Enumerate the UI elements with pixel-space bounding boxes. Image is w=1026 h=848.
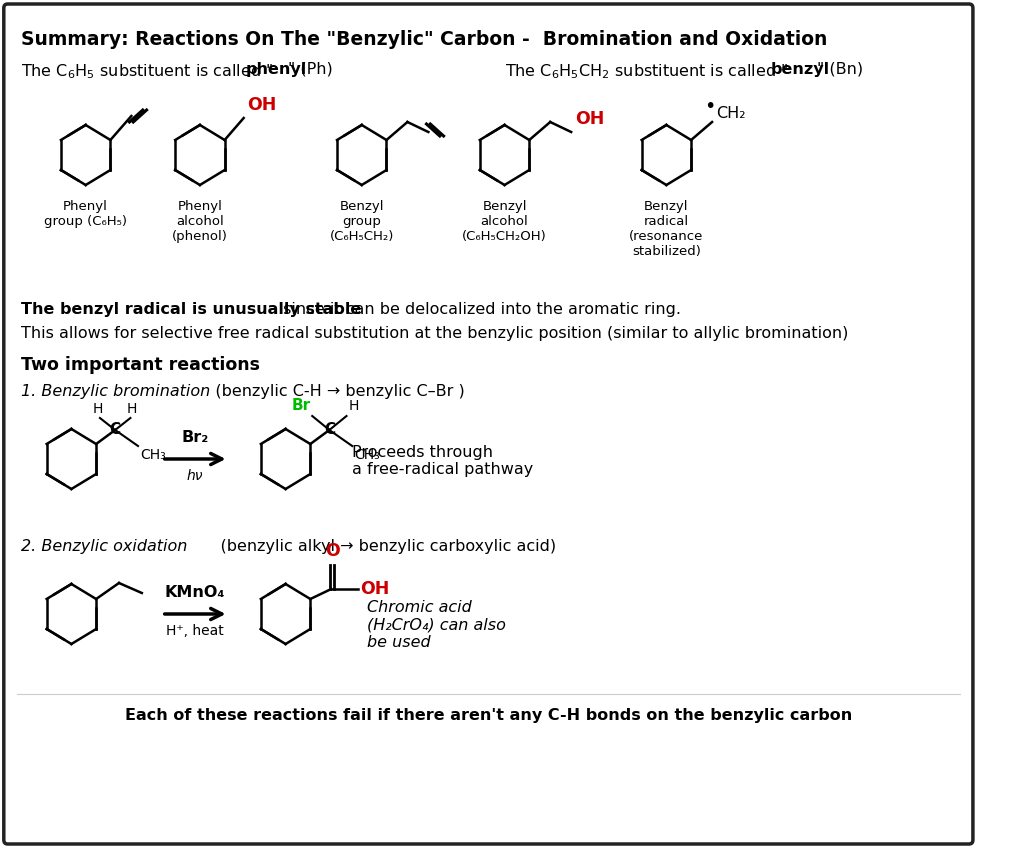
Text: KMnO₄: KMnO₄	[165, 585, 226, 600]
Text: (benzylic alkyl → benzylic carboxylic acid): (benzylic alkyl → benzylic carboxylic ac…	[200, 539, 556, 554]
Text: " (Ph): " (Ph)	[288, 62, 333, 77]
Text: " (Bn): " (Bn)	[817, 62, 863, 77]
Text: Benzyl
alcohol
(C₆H₅CH₂OH): Benzyl alcohol (C₆H₅CH₂OH)	[462, 200, 547, 243]
Text: (benzylic C-H → benzylic C–Br ): (benzylic C-H → benzylic C–Br )	[200, 384, 465, 399]
Text: Summary: Reactions On The "Benzylic" Carbon -  Bromination and Oxidation: Summary: Reactions On The "Benzylic" Car…	[21, 30, 827, 49]
Text: CH₂: CH₂	[716, 107, 745, 121]
Text: CH₃: CH₃	[140, 448, 165, 462]
Text: Benzyl
radical
(resonance
stabilized): Benzyl radical (resonance stabilized)	[629, 200, 704, 258]
Text: Phenyl
alcohol
(phenol): Phenyl alcohol (phenol)	[172, 200, 228, 243]
Text: The C$_6$H$_5$CH$_2$ substituent is called ": The C$_6$H$_5$CH$_2$ substituent is call…	[505, 62, 788, 81]
Text: hν: hν	[187, 469, 203, 483]
FancyBboxPatch shape	[4, 4, 973, 844]
Text: The benzyl radical is unusually stable: The benzyl radical is unusually stable	[21, 302, 361, 317]
Text: Two important reactions: Two important reactions	[21, 356, 260, 374]
Text: since it can be delocalized into the aromatic ring.: since it can be delocalized into the aro…	[278, 302, 681, 317]
Text: Chromic acid
(H₂CrO₄) can also
be used: Chromic acid (H₂CrO₄) can also be used	[366, 600, 506, 650]
Text: Benzyl
group
(C₆H₅CH₂): Benzyl group (C₆H₅CH₂)	[329, 200, 394, 243]
Text: Br: Br	[291, 398, 310, 413]
Text: C: C	[110, 422, 121, 438]
Text: OH: OH	[575, 110, 604, 128]
Text: OH: OH	[360, 580, 389, 598]
Text: benzyl: benzyl	[772, 62, 830, 77]
Text: •: •	[705, 97, 716, 115]
Text: Proceeds through
a free-radical pathway: Proceeds through a free-radical pathway	[352, 445, 534, 477]
Text: 2. Benzylic oxidation: 2. Benzylic oxidation	[21, 539, 188, 554]
Text: H: H	[349, 399, 359, 413]
Text: Br₂: Br₂	[182, 430, 208, 445]
Text: H: H	[127, 402, 137, 416]
Text: H: H	[92, 402, 104, 416]
Text: This allows for selective free radical substitution at the benzylic position (si: This allows for selective free radical s…	[21, 326, 849, 341]
Text: C: C	[324, 422, 334, 438]
Text: OH: OH	[247, 96, 277, 114]
Text: 1. Benzylic bromination: 1. Benzylic bromination	[21, 384, 210, 399]
Text: H⁺, heat: H⁺, heat	[166, 624, 224, 638]
Text: CH₃: CH₃	[354, 448, 380, 462]
Text: The C$_6$H$_5$ substituent is called ": The C$_6$H$_5$ substituent is called "	[21, 62, 273, 81]
Text: Each of these reactions fail if there aren't any C-H bonds on the benzylic carbo: Each of these reactions fail if there ar…	[125, 708, 852, 723]
Text: Phenyl
group (C₆H₅): Phenyl group (C₆H₅)	[44, 200, 127, 228]
Text: O: O	[325, 542, 340, 560]
Text: phenyl: phenyl	[245, 62, 307, 77]
